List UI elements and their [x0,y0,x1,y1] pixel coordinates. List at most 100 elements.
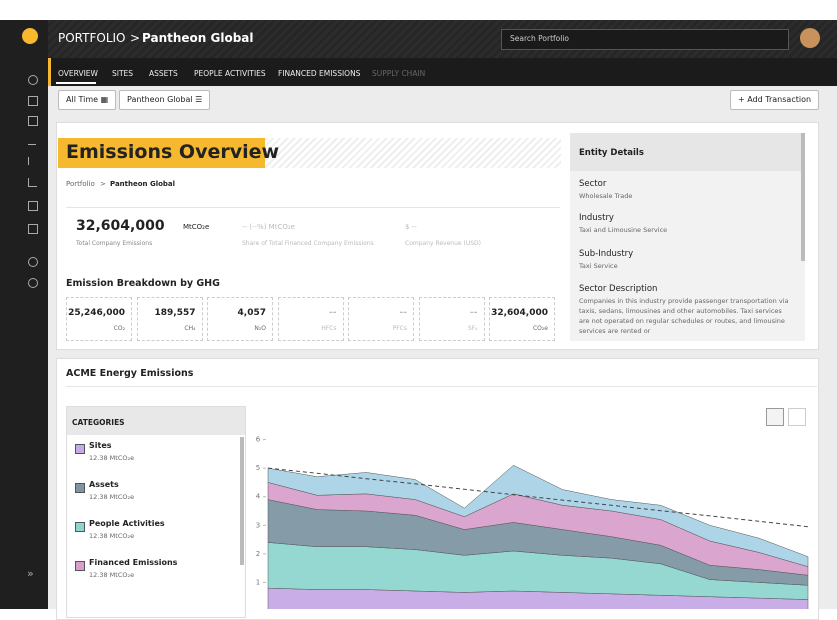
legend-value: 12.38 MtCO₂e [89,532,135,540]
gas-box: 189,557 CH₄ [136,297,203,341]
tab[interactable]: SITES [112,69,134,78]
kpi-label: Company Revenue (USD) [405,240,481,247]
breadcrumb-separator: > [100,180,106,188]
kpi-label: Share of Total Financed Company Emission… [242,240,374,247]
kpi-unit: MtCO₂e [183,223,210,231]
tab-bar [48,58,837,86]
gas-value: -- [399,308,407,318]
tab[interactable]: FINANCED EMISSIONS [278,69,361,78]
tab[interactable]: OVERVIEW [58,69,98,78]
scrollbar[interactable] [801,133,805,261]
nav-icon[interactable] [28,157,37,165]
nav-icon[interactable] [28,201,38,211]
y-tick-label: 6 [256,436,261,444]
legend-name: Financed Emissions [89,558,178,567]
legend-swatch [75,561,85,571]
tab[interactable]: SUPPLY CHAIN [372,69,426,78]
nav-icon[interactable] [28,75,38,85]
gas-name: CO₂ [113,325,125,332]
legend-name: Assets [89,480,119,489]
breadcrumb: Pantheon Global [110,180,176,188]
gas-value: -- [470,308,478,318]
field-value: Taxi and Limousine Service [579,226,668,234]
gas-box: 25,246,000 CO₂ [66,297,132,341]
nav-icon[interactable] [28,116,38,126]
chart: 1 2 3 4 5 6 [256,436,809,609]
logo[interactable] [22,28,38,44]
period-button[interactable]: All Time ▦ [58,90,117,110]
brand[interactable]: PORTFOLIO [58,31,126,45]
avatar[interactable] [800,28,820,48]
gas-value: -- [329,308,337,318]
gas-value: 32,604,000 [491,308,548,318]
legend-swatch [75,483,85,493]
gas-name: PFCs [392,325,407,332]
breadcrumb[interactable]: Portfolio [66,180,95,188]
title-hatch [265,138,561,168]
nav-icon[interactable] [28,178,37,187]
gas-value: 4,057 [237,308,266,318]
entity-details: Entity Details Sector Wholesale Trade In… [570,133,805,341]
legend-value: 12.38 MtCO₂e [89,493,135,501]
expand-icon[interactable]: » [27,567,34,580]
y-tick-label: 4 [256,493,261,501]
gas-box: 32,604,000 CO₂e [489,297,555,341]
categories-header [67,407,245,435]
gas-box: 4,057 N₂O [207,297,273,341]
separator: > [130,31,141,45]
nav-icon[interactable] [28,136,36,145]
legend-name: People Activities [89,519,165,528]
breakdown-title: Emission Breakdown by GHG [66,278,220,289]
categories-title: CATEGORIES [72,418,125,427]
field-value: Companies in this industry provide passe… [579,297,789,335]
legend-value: 12.38 MtCO₂e [89,571,135,579]
title-highlight [58,138,265,168]
tab[interactable]: ASSETS [149,69,178,78]
add-button-label: Add Transaction [747,95,812,104]
gas-box: -- PFCs [348,297,414,341]
kpi-label: Total Company Emissions [76,240,153,247]
scrollbar[interactable] [240,437,244,565]
divider [66,207,560,208]
active-marker [48,58,51,86]
period-label: All Time [66,95,99,104]
entity-details-title: Entity Details [579,148,644,158]
legend-name: Sites [89,441,112,450]
gas-name: CO₂e [532,325,548,332]
search-box[interactable]: Search Portfolio [501,29,789,50]
tab[interactable]: PEOPLE ACTIVITIES [194,69,266,78]
field-label: Sector [579,179,607,189]
y-tick-label: 3 [256,521,260,529]
bar-view-button[interactable] [788,408,806,426]
divider [66,386,817,387]
entity-filter-label: Pantheon Global [127,95,193,104]
gas-value: 189,557 [154,308,196,318]
chart-title: ACME Energy Emissions [66,368,194,379]
gas-name: CH₄ [184,325,196,332]
legend-swatch [75,444,85,454]
area [267,464,809,568]
nav-icon[interactable] [28,96,38,106]
gas-name: SF₆ [467,325,478,332]
field-label: Sector Description [579,284,658,294]
field-label: Industry [579,213,614,223]
overview-title: Emissions Overview [66,141,280,163]
entity-name: Pantheon Global [142,31,254,45]
add-button[interactable]: + Add Transaction [730,90,820,110]
kpi-value: $ -- [405,223,417,231]
nav-icon[interactable] [28,224,38,234]
gas-name: HFCs [321,325,337,332]
nav-icon[interactable] [28,257,38,267]
sidebar: » [0,20,48,609]
entity-filter[interactable]: Pantheon Global ☰ [119,90,211,110]
categories-panel: CATEGORIES [66,406,246,618]
y-tick-label: 1 [256,578,260,586]
tab-underline [56,82,96,84]
entity-details-header [570,133,805,171]
field-value: Taxi Service [579,262,618,270]
y-tick-label: 5 [256,464,260,472]
kpi-value: -- (--%) MtCO₂e [242,223,295,231]
nav-icon[interactable] [28,278,38,288]
line-view-button[interactable] [766,408,784,426]
